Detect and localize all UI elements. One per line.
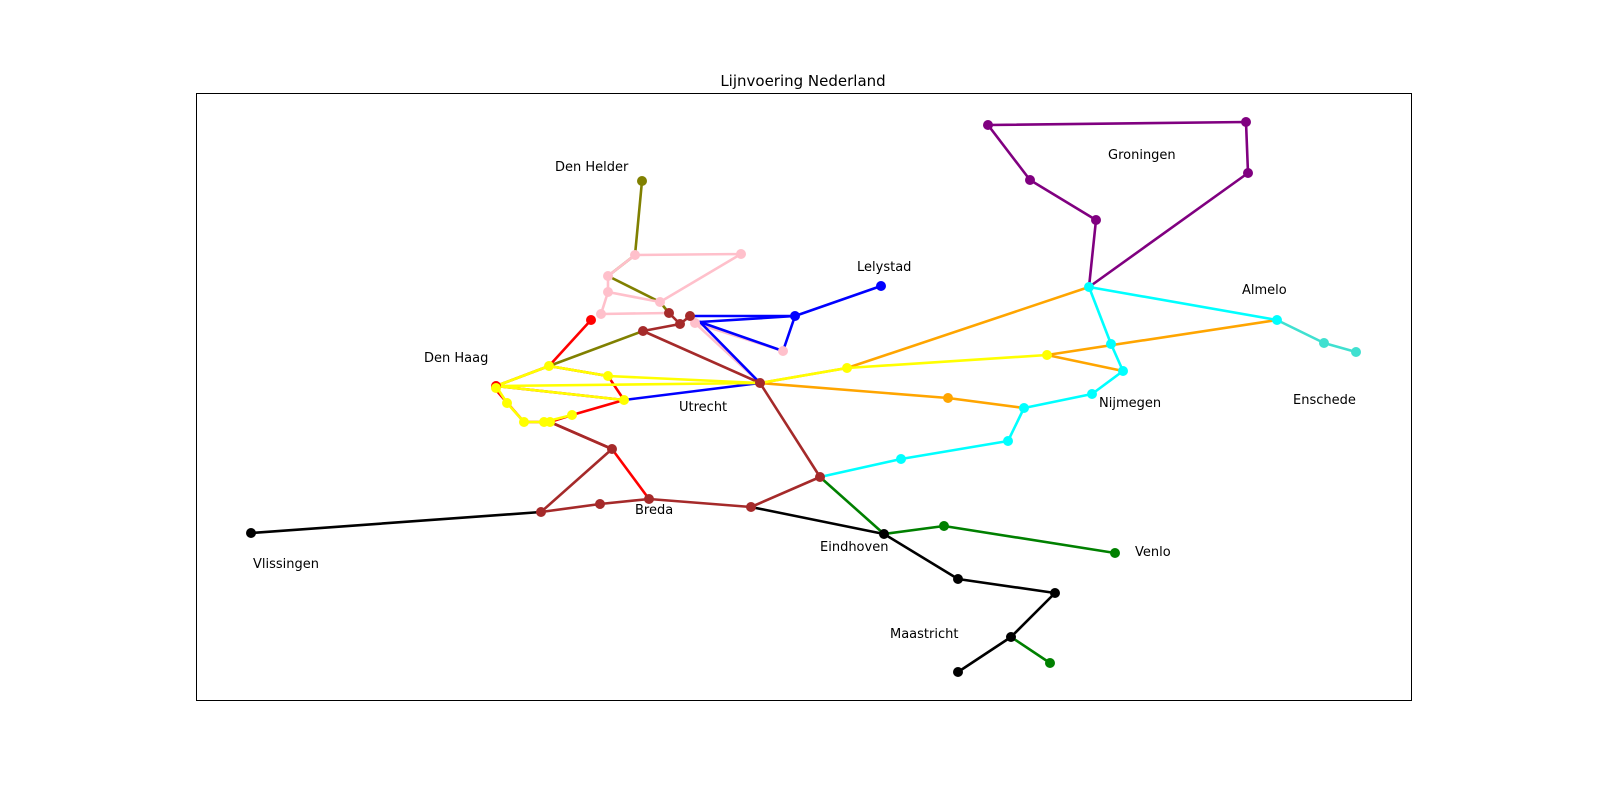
station-black-1 <box>879 529 889 539</box>
route-orange-segment-4 <box>1045 353 1125 373</box>
station-brown-8 <box>595 499 605 509</box>
station-purple-3 <box>1025 175 1035 185</box>
route-green-segment-0 <box>818 475 1117 555</box>
station-red-0 <box>586 315 596 325</box>
station-cyan-1 <box>1106 339 1116 349</box>
station-brown-6 <box>746 502 756 512</box>
city-label-eindhoven: Eindhoven <box>820 540 888 555</box>
route-yellow-segment-0 <box>494 353 1049 388</box>
station-pink-2 <box>603 271 613 281</box>
station-brown-0 <box>664 308 674 318</box>
station-black-3 <box>1050 588 1060 598</box>
station-brown-3 <box>638 326 648 336</box>
city-label-den-haag: Den Haag <box>424 351 488 366</box>
station-purple-0 <box>983 120 993 130</box>
station-cyan-0 <box>1084 282 1094 292</box>
station-yellow-2 <box>842 363 852 373</box>
station-cyan-5 <box>1003 436 1013 446</box>
stations-layer <box>246 117 1361 677</box>
station-pink-3 <box>603 287 613 297</box>
diagram-title: Lijnvoering Nederland <box>720 72 885 90</box>
station-turquoise-0 <box>1319 338 1329 348</box>
station-blue-0 <box>876 281 886 291</box>
city-label-groningen: Groningen <box>1108 148 1176 163</box>
station-brown-9 <box>536 507 546 517</box>
station-yellow-1 <box>603 371 613 381</box>
route-black-segment-1 <box>749 505 1057 674</box>
route-cyan-segment-1 <box>1087 285 1279 322</box>
station-blue-1 <box>790 311 800 321</box>
city-label-nijmegen: Nijmegen <box>1099 396 1161 411</box>
route-blue-segment-3 <box>698 320 762 385</box>
station-brown-5 <box>815 472 825 482</box>
station-cyan-3 <box>1087 389 1097 399</box>
station-cyan-4 <box>1019 403 1029 413</box>
station-purple-1 <box>1241 117 1251 127</box>
station-brown-10 <box>607 444 617 454</box>
route-black-segment-0 <box>249 510 543 535</box>
route-olive-segment-1 <box>547 329 645 368</box>
station-purple-2 <box>1243 168 1253 178</box>
city-label-breda: Breda <box>635 503 673 518</box>
station-pink-4 <box>655 297 665 307</box>
route-orange-segment-3 <box>1045 318 1279 357</box>
station-olive-0 <box>637 176 647 186</box>
station-brown-1 <box>685 311 695 321</box>
station-purple-4 <box>1091 215 1101 225</box>
station-brown-7 <box>644 494 654 504</box>
city-labels: Den Helder Groningen Lelystad Almelo Den… <box>253 148 1356 642</box>
station-yellow-5 <box>491 383 501 393</box>
station-black-0 <box>246 528 256 538</box>
city-label-den-helder: Den Helder <box>555 160 629 175</box>
station-pink-7 <box>778 346 788 356</box>
station-orange-0 <box>943 393 953 403</box>
station-green-2 <box>1045 658 1055 668</box>
station-yellow-6 <box>502 398 512 408</box>
station-cyan-7 <box>1272 315 1282 325</box>
station-pink-5 <box>596 309 606 319</box>
station-yellow-3 <box>1042 350 1052 360</box>
station-brown-2 <box>675 319 685 329</box>
city-label-vlissingen: Vlissingen <box>253 557 319 572</box>
station-yellow-7 <box>519 417 529 427</box>
city-label-maastricht: Maastricht <box>890 627 958 642</box>
route-green-segment-1 <box>1009 635 1052 665</box>
city-label-utrecht: Utrecht <box>679 400 727 415</box>
station-pink-6 <box>690 318 700 328</box>
station-black-5 <box>953 667 963 677</box>
station-green-1 <box>1110 548 1120 558</box>
station-pink-0 <box>736 249 746 259</box>
plot-frame <box>196 93 1412 701</box>
station-yellow-4 <box>619 395 629 405</box>
route-blue-segment-1 <box>698 314 797 324</box>
station-yellow-0 <box>544 361 554 371</box>
city-label-enschede: Enschede <box>1293 393 1356 408</box>
station-black-4 <box>1006 632 1016 642</box>
station-black-2 <box>953 574 963 584</box>
city-label-almelo: Almelo <box>1242 283 1287 298</box>
route-yellow-segment-2 <box>494 381 762 388</box>
route-yellow-segment-1 <box>494 384 626 402</box>
route-blue-segment-4 <box>622 381 762 402</box>
station-pink-1 <box>630 250 640 260</box>
station-turquoise-1 <box>1351 347 1361 357</box>
station-cyan-6 <box>896 454 906 464</box>
city-label-venlo: Venlo <box>1135 545 1171 560</box>
station-cyan-2 <box>1118 366 1128 376</box>
route-pink-segment-0 <box>606 252 743 304</box>
station-yellow-9 <box>545 417 555 427</box>
station-green-0 <box>939 521 949 531</box>
city-label-lelystad: Lelystad <box>857 260 911 275</box>
station-yellow-10 <box>567 410 577 420</box>
routes-layer <box>249 120 1358 674</box>
station-brown-4 <box>755 378 765 388</box>
